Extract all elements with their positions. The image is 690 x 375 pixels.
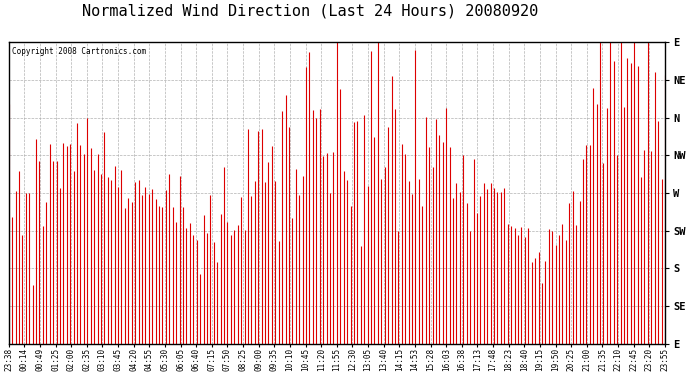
Text: Normalized Wind Direction (Last 24 Hours) 20080920: Normalized Wind Direction (Last 24 Hours… <box>82 4 539 19</box>
Text: Copyright 2008 Cartronics.com: Copyright 2008 Cartronics.com <box>12 47 146 56</box>
